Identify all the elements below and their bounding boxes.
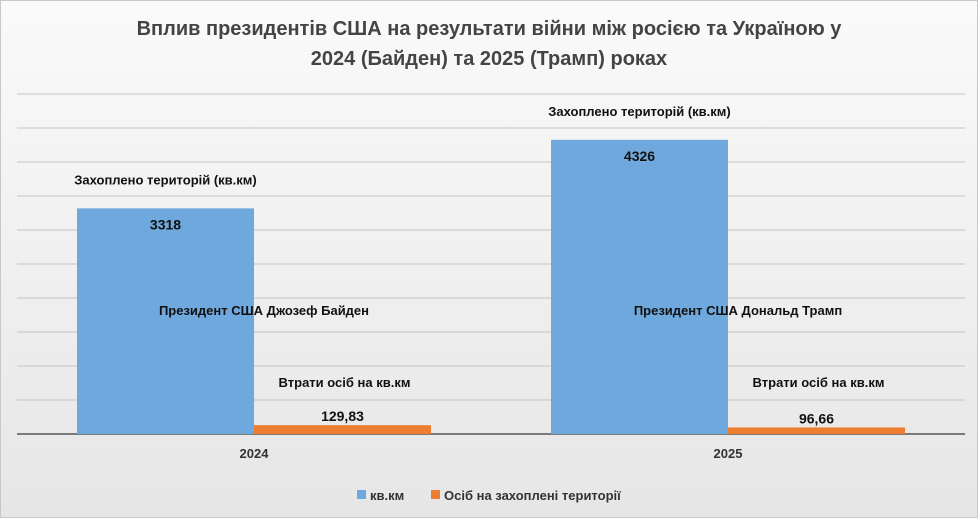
chart-title-line-2: 2024 (Байден) та 2025 (Трамп) роках	[311, 48, 667, 70]
bar-2025-series-1	[551, 139, 728, 434]
data-label: 4326	[624, 148, 655, 164]
territory-annotation: Захоплено територій (кв.км)	[548, 104, 731, 119]
bar-2024-series-2	[254, 425, 431, 434]
legend: кв.км Осіб на захоплені території	[357, 488, 621, 503]
losses-annotation: Втрати осіб на кв.км	[279, 375, 411, 390]
x-tick-label: 2024	[240, 446, 270, 461]
losses-annotation: Втрати осіб на кв.км	[753, 375, 885, 390]
president-annotation: Президент США Дональд Трамп	[634, 303, 842, 318]
labels: 3318 Захоплено територій (кв.км) Президент…	[74, 104, 884, 461]
legend-label-series-1: кв.км	[370, 488, 404, 503]
legend-label-series-2: Осіб на захоплені території	[444, 488, 621, 503]
x-tick-label: 2025	[714, 446, 743, 461]
bar-2024-series-1	[77, 208, 254, 434]
bar-2025-series-2	[728, 427, 905, 434]
data-label: 96,66	[799, 410, 834, 426]
data-label: 3318	[150, 216, 181, 232]
territory-annotation: Захоплено територій (кв.км)	[74, 172, 257, 187]
legend-swatch-series-1	[357, 490, 366, 499]
data-label: 129,83	[321, 408, 364, 424]
chart-title-line-1: Вплив президентів США на результати війн…	[137, 18, 843, 40]
legend-swatch-series-2	[431, 490, 440, 499]
president-annotation: Президент США Джозеф Байден	[159, 303, 369, 318]
bars	[77, 139, 905, 434]
